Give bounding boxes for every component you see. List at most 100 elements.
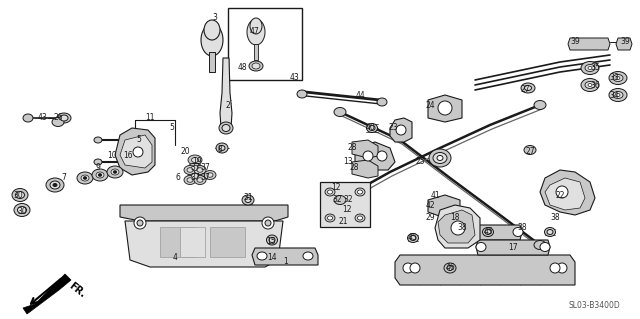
Ellipse shape xyxy=(191,158,198,162)
Ellipse shape xyxy=(191,174,198,179)
Polygon shape xyxy=(115,128,155,175)
Polygon shape xyxy=(352,160,378,178)
Text: 20: 20 xyxy=(180,147,190,157)
Ellipse shape xyxy=(194,175,206,184)
Ellipse shape xyxy=(184,175,196,184)
Ellipse shape xyxy=(328,190,333,194)
Text: 38: 38 xyxy=(517,224,527,233)
Ellipse shape xyxy=(57,113,71,123)
Ellipse shape xyxy=(581,62,599,75)
Polygon shape xyxy=(125,221,283,267)
Polygon shape xyxy=(355,142,395,170)
Ellipse shape xyxy=(250,18,262,34)
Text: 33: 33 xyxy=(609,73,619,83)
Ellipse shape xyxy=(525,85,531,91)
Ellipse shape xyxy=(219,122,233,134)
Text: 21: 21 xyxy=(339,218,348,226)
Text: 24: 24 xyxy=(425,100,435,109)
Ellipse shape xyxy=(369,125,375,130)
Ellipse shape xyxy=(207,173,213,177)
Ellipse shape xyxy=(355,214,365,222)
Circle shape xyxy=(556,186,568,198)
Ellipse shape xyxy=(476,242,486,251)
Ellipse shape xyxy=(437,155,443,160)
Polygon shape xyxy=(545,178,585,210)
Polygon shape xyxy=(428,95,462,122)
Ellipse shape xyxy=(334,108,346,116)
Text: 15: 15 xyxy=(266,238,276,247)
Ellipse shape xyxy=(216,143,228,153)
Text: 40: 40 xyxy=(365,123,375,132)
Ellipse shape xyxy=(613,75,623,81)
Circle shape xyxy=(377,151,387,161)
Text: 45: 45 xyxy=(483,227,493,236)
Text: 35: 35 xyxy=(590,63,600,72)
Ellipse shape xyxy=(245,197,251,203)
Ellipse shape xyxy=(83,177,86,179)
Polygon shape xyxy=(23,274,71,314)
Ellipse shape xyxy=(297,90,307,98)
Polygon shape xyxy=(209,52,215,72)
Text: 46: 46 xyxy=(445,263,455,272)
Ellipse shape xyxy=(187,178,193,182)
Ellipse shape xyxy=(252,63,260,69)
Ellipse shape xyxy=(23,114,33,122)
Ellipse shape xyxy=(107,166,123,178)
Text: 32: 32 xyxy=(332,196,342,204)
Polygon shape xyxy=(443,225,522,240)
Ellipse shape xyxy=(410,235,416,241)
Ellipse shape xyxy=(204,20,220,40)
Ellipse shape xyxy=(433,152,447,164)
Ellipse shape xyxy=(447,265,453,271)
Ellipse shape xyxy=(513,227,523,236)
Ellipse shape xyxy=(94,137,102,143)
Ellipse shape xyxy=(184,166,196,174)
Ellipse shape xyxy=(328,216,333,220)
Text: 22: 22 xyxy=(556,190,564,199)
Circle shape xyxy=(134,217,146,229)
Text: 10: 10 xyxy=(107,151,117,160)
Ellipse shape xyxy=(609,71,627,85)
Ellipse shape xyxy=(588,66,592,70)
Ellipse shape xyxy=(367,123,378,132)
Polygon shape xyxy=(616,38,632,50)
Ellipse shape xyxy=(46,178,64,192)
Polygon shape xyxy=(120,205,288,221)
Ellipse shape xyxy=(219,145,225,151)
Polygon shape xyxy=(476,240,550,255)
Polygon shape xyxy=(395,255,575,285)
Text: 43: 43 xyxy=(37,114,47,122)
Text: 30: 30 xyxy=(17,207,27,217)
Ellipse shape xyxy=(113,171,116,173)
Ellipse shape xyxy=(94,159,102,165)
Text: FR.: FR. xyxy=(67,280,87,300)
Ellipse shape xyxy=(585,81,595,88)
Circle shape xyxy=(550,263,560,273)
Ellipse shape xyxy=(266,235,278,245)
Ellipse shape xyxy=(81,175,89,181)
Text: 34: 34 xyxy=(609,91,619,100)
Polygon shape xyxy=(220,58,232,128)
Ellipse shape xyxy=(92,169,108,181)
Ellipse shape xyxy=(443,227,453,236)
Ellipse shape xyxy=(188,163,202,173)
Ellipse shape xyxy=(197,178,203,182)
Circle shape xyxy=(403,263,413,273)
Text: 7: 7 xyxy=(61,174,67,182)
Circle shape xyxy=(262,217,274,229)
Ellipse shape xyxy=(201,24,223,56)
Text: 39: 39 xyxy=(570,38,580,47)
Text: 37: 37 xyxy=(190,174,200,182)
Ellipse shape xyxy=(325,214,335,222)
Polygon shape xyxy=(435,205,480,248)
Ellipse shape xyxy=(191,166,198,170)
Ellipse shape xyxy=(247,19,265,45)
Text: 16: 16 xyxy=(123,151,133,160)
Ellipse shape xyxy=(257,252,267,260)
Ellipse shape xyxy=(588,84,592,86)
Text: 30: 30 xyxy=(13,190,23,199)
Text: 44: 44 xyxy=(355,91,365,100)
Text: 8: 8 xyxy=(218,145,222,154)
Text: 26: 26 xyxy=(53,114,63,122)
Circle shape xyxy=(363,151,373,161)
